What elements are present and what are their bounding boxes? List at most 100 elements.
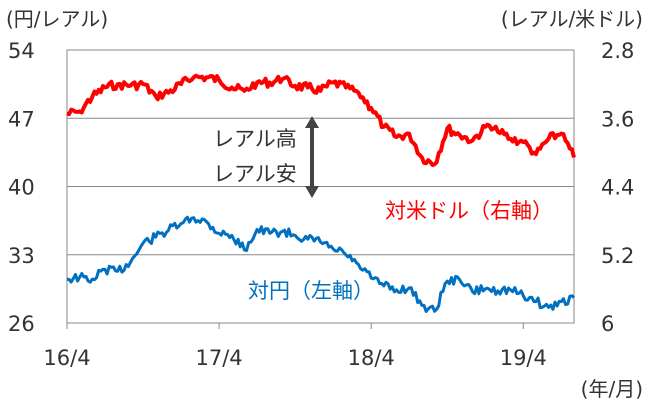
data-point <box>446 280 448 282</box>
data-point <box>155 236 157 238</box>
data-point <box>117 83 119 85</box>
arrow-down-icon <box>305 186 319 198</box>
data-point <box>484 288 486 290</box>
data-point <box>231 234 233 236</box>
data-point <box>91 278 93 280</box>
data-point <box>243 90 245 92</box>
data-point <box>510 289 512 291</box>
data-point <box>345 254 347 256</box>
data-point <box>66 113 68 115</box>
x-tick-label: 17/4 <box>196 346 243 370</box>
data-point <box>256 81 258 83</box>
data-point <box>79 110 81 112</box>
data-point <box>307 87 309 89</box>
data-point <box>180 83 182 85</box>
left-tick-label: 47 <box>8 107 35 131</box>
data-point <box>370 107 372 109</box>
left-tick-label: 33 <box>8 244 35 268</box>
data-point <box>573 297 575 299</box>
data-point <box>91 96 93 98</box>
data-point <box>383 285 385 287</box>
data-point <box>535 301 537 303</box>
right-tick-label: 5.2 <box>601 244 634 268</box>
data-point <box>332 248 334 250</box>
data-point <box>320 241 322 243</box>
left-tick-label: 40 <box>8 176 35 200</box>
left-tick-label: 26 <box>8 312 35 336</box>
data-point <box>497 131 499 133</box>
left-tick-label: 54 <box>8 39 35 63</box>
data-point <box>522 141 524 143</box>
data-point <box>497 290 499 292</box>
data-point <box>548 138 550 140</box>
data-point <box>408 133 410 135</box>
data-point <box>243 249 245 251</box>
arrow-up-icon <box>305 116 319 128</box>
data-point <box>446 128 448 130</box>
data-point <box>294 85 296 87</box>
data-point <box>358 264 360 266</box>
left-axis-unit: (円/レアル) <box>6 7 108 31</box>
data-point <box>256 228 258 230</box>
data-point <box>396 136 398 138</box>
data-point <box>180 223 182 225</box>
data-point <box>560 301 562 303</box>
data-point <box>142 242 144 244</box>
data-point <box>79 276 81 278</box>
data-point <box>218 79 220 81</box>
data-point <box>269 232 271 234</box>
x-tick-label: 16/4 <box>43 346 90 370</box>
right-axis-unit: (レアル/米ドル) <box>501 7 643 31</box>
data-point <box>459 279 461 281</box>
x-tick-label: 19/4 <box>500 346 547 370</box>
data-point <box>231 87 233 89</box>
data-point <box>434 310 436 312</box>
data-point <box>434 163 436 165</box>
data-point <box>459 134 461 136</box>
data-point <box>282 78 284 80</box>
right-tick-label: 2.8 <box>601 39 634 63</box>
right-tick-label: 4.4 <box>601 176 634 200</box>
right-tick-label: 6 <box>601 312 614 336</box>
data-point <box>408 287 410 289</box>
data-point <box>548 306 550 308</box>
right-tick-label: 3.6 <box>601 107 634 131</box>
data-point <box>573 157 575 159</box>
data-point <box>104 268 106 270</box>
data-point <box>205 76 207 78</box>
data-point <box>560 133 562 135</box>
data-point <box>193 76 195 78</box>
series-label-jpy: 対円（左軸） <box>248 279 374 303</box>
data-point <box>104 87 106 89</box>
data-point <box>522 295 524 297</box>
annotation-up: レアル高 <box>213 127 297 151</box>
data-point <box>167 229 169 231</box>
data-point <box>142 83 144 85</box>
data-point <box>307 238 309 240</box>
data-point <box>282 230 284 232</box>
data-point <box>332 81 334 83</box>
data-point <box>472 139 474 141</box>
data-point <box>421 304 423 306</box>
data-point <box>129 262 131 264</box>
data-point <box>193 217 195 219</box>
data-point <box>396 289 398 291</box>
annotation-down: レアル安 <box>213 162 297 186</box>
series-line <box>66 215 575 313</box>
data-point <box>205 221 207 223</box>
data-point <box>117 270 119 272</box>
data-point <box>66 278 68 280</box>
plot-frame <box>66 49 575 324</box>
data-point <box>294 234 296 236</box>
data-point <box>320 90 322 92</box>
data-point <box>345 87 347 89</box>
data-point <box>510 138 512 140</box>
data-point <box>129 85 131 87</box>
data-point <box>535 153 537 155</box>
data-point <box>218 232 220 234</box>
data-point <box>269 81 271 83</box>
x-tick-label: 18/4 <box>348 346 395 370</box>
series-label-usd: 対米ドル（右軸） <box>385 199 553 223</box>
